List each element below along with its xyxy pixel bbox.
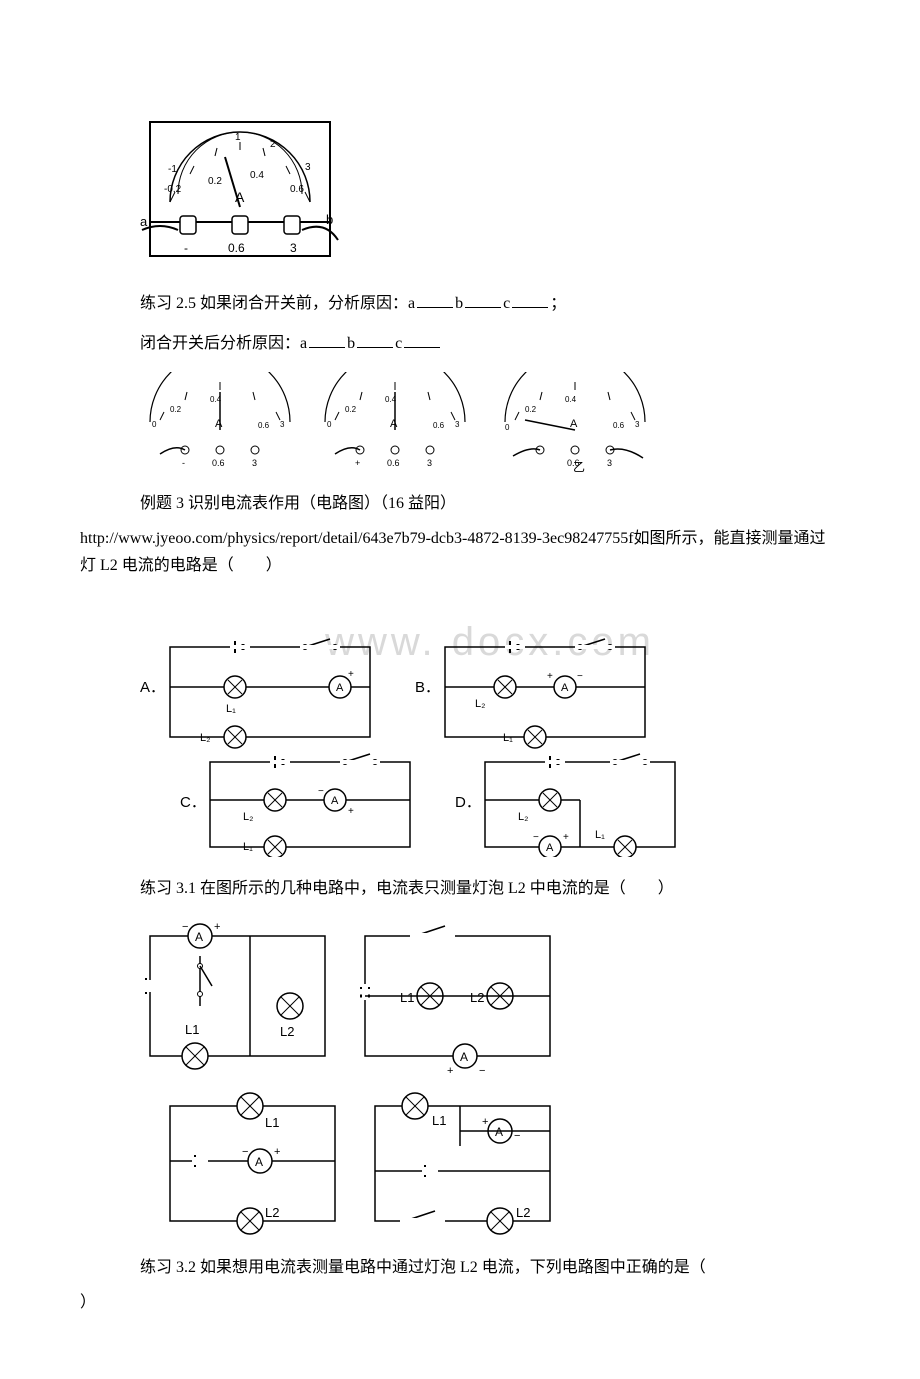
- svg-text:−: −: [318, 786, 324, 797]
- blank: [512, 291, 548, 308]
- blank: [465, 291, 501, 308]
- svg-text:0.6: 0.6: [212, 458, 225, 468]
- svg-text:0.6: 0.6: [387, 458, 400, 468]
- figure-ammeter-single: -1 1 2 3 0.2 0.4 0.6 -0.2 A - 0.6 3 a b: [140, 112, 840, 277]
- svg-text:0.6: 0.6: [433, 421, 445, 430]
- blank: [404, 331, 440, 348]
- label-yi: 乙: [573, 460, 585, 472]
- svg-text:0.6: 0.6: [228, 241, 245, 255]
- dial-unit: A: [235, 189, 245, 205]
- svg-text:3: 3: [280, 420, 285, 429]
- dial-0-6: 0.6: [290, 184, 304, 195]
- svg-text:−: −: [479, 1065, 485, 1077]
- option-b-label: B．: [415, 679, 440, 696]
- svg-text:L₂: L₂: [475, 698, 485, 710]
- svg-text:3: 3: [427, 458, 432, 468]
- svg-text:+: +: [355, 458, 360, 468]
- figure-exercise-3-1: A − + L2 L1: [140, 916, 840, 1241]
- svg-text:L₂: L₂: [200, 732, 210, 744]
- svg-text:A: A: [561, 682, 569, 694]
- svg-text:-: -: [184, 241, 188, 255]
- svg-text:L2: L2: [280, 1024, 294, 1039]
- svg-text:L1: L1: [265, 1115, 279, 1130]
- svg-text:A: A: [390, 418, 398, 430]
- text: 练习 2.5 如果闭合开关前，分析原因：a: [140, 295, 415, 312]
- svg-text:+: +: [214, 921, 220, 933]
- exercise-2-5-line2: 闭合开关后分析原因：abc: [140, 329, 840, 359]
- svg-text:A: A: [331, 795, 339, 807]
- svg-text:L1: L1: [400, 990, 414, 1005]
- svg-text:L2: L2: [265, 1205, 279, 1220]
- svg-text:0.6: 0.6: [613, 421, 625, 430]
- exercise-3-2-paren: ）: [80, 1289, 840, 1316]
- svg-text:−: −: [533, 832, 539, 843]
- svg-text:L₁: L₁: [243, 841, 253, 853]
- exercise-3-2-text: 练习 3.2 如果想用电流表测量电路中通过灯泡 L2 电流，下列电路图中正确的是…: [140, 1253, 840, 1283]
- svg-text:L2: L2: [470, 990, 484, 1005]
- svg-text:-0.2: -0.2: [164, 184, 182, 195]
- svg-text:A: A: [195, 930, 203, 944]
- svg-text:3: 3: [607, 458, 612, 468]
- figure-example3-circuits: www. docx.com A． L₁: [140, 592, 840, 862]
- svg-text:0.2: 0.2: [525, 405, 537, 414]
- svg-text:A: A: [336, 682, 344, 694]
- svg-text:L1: L1: [185, 1022, 199, 1037]
- svg-text:2: 2: [270, 139, 276, 150]
- svg-text:A: A: [460, 1050, 468, 1064]
- svg-text:-: -: [182, 458, 185, 468]
- label-b: b: [326, 212, 333, 227]
- svg-text:−: −: [577, 671, 583, 682]
- blank: [417, 291, 453, 308]
- exercise-3-1-text: 练习 3.1 在图所示的几种电路中，电流表只测量灯泡 L2 中电流的是（ ）: [140, 874, 840, 904]
- svg-text:0: 0: [152, 420, 157, 429]
- svg-text:A: A: [570, 418, 578, 430]
- svg-text:0.4: 0.4: [250, 170, 264, 181]
- svg-text:A: A: [495, 1125, 503, 1139]
- svg-text:+: +: [563, 832, 569, 843]
- svg-text:−: −: [242, 1146, 248, 1158]
- svg-text:L1: L1: [432, 1113, 446, 1128]
- svg-text:3: 3: [305, 162, 311, 173]
- svg-text:A: A: [215, 418, 223, 430]
- svg-text:L₂: L₂: [243, 811, 253, 823]
- svg-text:+: +: [547, 671, 553, 682]
- svg-text:1: 1: [235, 132, 241, 143]
- option-a-label: A．: [140, 679, 165, 696]
- svg-text:3: 3: [252, 458, 257, 468]
- svg-text:+: +: [348, 806, 354, 817]
- svg-text:L₂: L₂: [518, 811, 528, 823]
- svg-text:0: 0: [327, 420, 332, 429]
- svg-text:A: A: [546, 842, 554, 854]
- svg-text:−: −: [514, 1130, 520, 1142]
- svg-text:+: +: [447, 1065, 453, 1077]
- svg-text:3: 3: [290, 241, 297, 255]
- exercise-2-5-line1: 练习 2.5 如果闭合开关前，分析原因：abc；: [140, 289, 840, 319]
- option-c-label: C．: [180, 794, 206, 811]
- example-3-title: 例题 3 识别电流表作用（电路图）（16 益阳）: [140, 489, 840, 519]
- svg-text:L₁: L₁: [595, 829, 605, 841]
- figure-ammeter-triple: 0.2 0.4 0 3 A 0.6 - 0.6 3: [140, 372, 840, 477]
- blank: [357, 331, 393, 348]
- svg-text:+: +: [274, 1146, 280, 1158]
- svg-text:L₁: L₁: [226, 703, 236, 715]
- svg-text:0.2: 0.2: [208, 176, 222, 187]
- blank: [309, 331, 345, 348]
- svg-text:−: −: [182, 921, 188, 933]
- svg-text:0.2: 0.2: [170, 405, 182, 414]
- label-a: a: [140, 214, 148, 229]
- svg-text:0: 0: [505, 423, 510, 432]
- svg-text:+: +: [348, 669, 354, 680]
- example-3-url: http://www.jyeoo.com/physics/report/deta…: [80, 525, 840, 579]
- svg-text:3: 3: [635, 420, 640, 429]
- dial-neg1: -1: [168, 164, 177, 175]
- option-d-label: D．: [455, 794, 481, 811]
- svg-text:3: 3: [455, 420, 460, 429]
- svg-text:0.4: 0.4: [565, 395, 577, 404]
- svg-text:L₁: L₁: [503, 732, 513, 744]
- svg-text:0.6: 0.6: [258, 421, 270, 430]
- svg-text:+: +: [482, 1116, 488, 1128]
- svg-text:0.2: 0.2: [345, 405, 357, 414]
- svg-text:L2: L2: [516, 1205, 530, 1220]
- svg-text:A: A: [255, 1155, 263, 1169]
